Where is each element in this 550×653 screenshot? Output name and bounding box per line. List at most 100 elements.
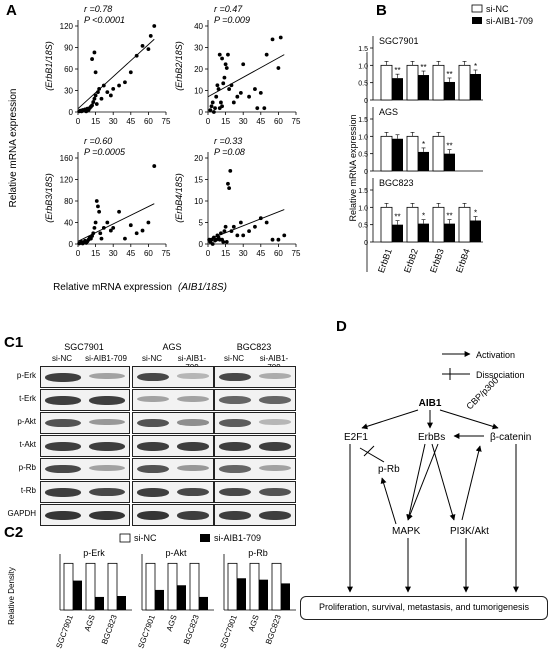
category-label: ErbB2	[402, 247, 420, 274]
x-tick-label: 0	[76, 117, 81, 126]
blot-band	[177, 442, 209, 451]
x-tick-label: 75	[162, 117, 171, 126]
c2-category-label: SGC7901	[54, 613, 75, 650]
blot-cell-line-AGS: AGS	[162, 342, 182, 352]
blot-band	[259, 419, 291, 425]
blot-AGS-GAPDH	[132, 504, 214, 526]
scatter-point	[128, 70, 133, 75]
blot-protein-label: p-Rb	[18, 463, 36, 472]
scatter-point	[140, 43, 145, 48]
y-tick-label: 90	[64, 44, 73, 53]
y-tick-label: 1.5	[358, 117, 368, 124]
scatter-erbb1: 0 30 60 90 120 0 15 30 45 60 75 (ErbB1/18S) r =0.78P…	[44, 4, 171, 126]
y-tick-label: 0.5	[358, 152, 368, 159]
panel-letter-d: D	[336, 318, 347, 335]
scatter-point	[209, 104, 214, 109]
blot-band	[177, 396, 209, 402]
scatter-point	[238, 220, 243, 225]
y-tick-label: 10	[194, 197, 203, 206]
blot-band	[219, 419, 251, 427]
blot-band	[219, 442, 251, 451]
node-prb: p-Rb	[378, 464, 400, 475]
y-tick-label: 0	[364, 98, 368, 105]
scatter-erbb4: 0 5 10 15 20 0 15 30 45 60 75 (ErbB4/18S) r =0.33P =…	[174, 136, 301, 258]
panel-a-x-title: Relative mRNA expression (AIB1/18S)	[53, 282, 227, 293]
blot-band	[259, 373, 291, 379]
c2-category-label: AGS	[247, 614, 261, 633]
blot-condition-label: si-NC	[224, 354, 244, 363]
blot-band	[89, 373, 125, 379]
scatter-point	[258, 90, 263, 95]
blot-band	[177, 373, 209, 379]
scatter-point	[270, 37, 275, 42]
blot-AGS-t-Erk	[132, 389, 214, 411]
bar-panel-title: BGC823	[379, 178, 414, 188]
blot-AGS-p-Akt	[132, 412, 214, 434]
blot-band	[219, 396, 251, 404]
scatter-point	[231, 100, 236, 105]
panel-c1-blots: SGC7901si-NCsi-AIB1-709AGSsi-NCsi-AIB1-7…	[0, 342, 330, 526]
x-tick-label: 60	[274, 117, 283, 126]
blot-protein-label: p-Akt	[17, 417, 36, 426]
y-tick-label: 20	[194, 154, 203, 163]
c2-group-title: p-Akt	[165, 548, 187, 558]
category-label: ErbB1	[376, 247, 394, 274]
scatter-point	[255, 106, 260, 111]
blot-band	[177, 419, 209, 426]
y-tick-label: 30	[194, 44, 203, 53]
scatter-point	[92, 225, 97, 230]
significance-mark: **	[394, 213, 400, 222]
bar-si-nc	[458, 64, 471, 101]
scatter-point	[247, 94, 251, 99]
blot-band	[219, 465, 251, 473]
y-tick-label: 0	[69, 240, 74, 249]
scatter-point	[278, 35, 283, 40]
y-tick-label: 1.0	[358, 205, 368, 212]
blot-SGC7901-GAPDH	[40, 504, 130, 526]
panel-letter-a: A	[6, 2, 17, 19]
node-aib1: AIB1	[419, 398, 442, 409]
bar-si-nc	[380, 64, 393, 101]
blot-band	[89, 488, 125, 497]
blot-band	[259, 396, 291, 404]
x-tick-label: 30	[239, 249, 248, 258]
bar-si-nc	[406, 64, 419, 101]
scatter-point	[224, 239, 229, 244]
blot-band	[137, 396, 169, 402]
scatter-point	[101, 225, 106, 230]
y-tick-label: 120	[60, 176, 74, 185]
significance-mark: **	[420, 63, 426, 72]
bar-panel-title: AGS	[379, 107, 398, 117]
blot-band	[219, 488, 251, 497]
scatter-point	[140, 228, 145, 233]
bar-si-aib1	[392, 224, 403, 242]
scatter-point	[216, 87, 221, 91]
scatter-point	[208, 108, 213, 112]
blot-band	[137, 442, 169, 451]
blot-BGC823-p-Akt	[214, 412, 296, 434]
scatter-point	[226, 181, 230, 186]
c2-bar-si-nc	[145, 562, 156, 611]
significance-mark: **	[446, 70, 452, 79]
c2-group-p-Erk: p-Erk SGC7901 AGS BGC823	[54, 548, 132, 650]
blot-cell-line-BGC823: BGC823	[236, 342, 272, 352]
blot-band	[177, 511, 209, 520]
c2-category-label: SGC7901	[218, 613, 239, 650]
c2-category-label: BGC823	[182, 613, 201, 645]
label-cbp-p300: CBP/p300	[464, 375, 500, 411]
scatter-point	[241, 62, 246, 67]
node-catenin: β-catenin	[490, 432, 531, 443]
panel-c2-bars: si-NC si-AIB1-709 Relative Density p-Erk…	[7, 533, 296, 650]
c2-bar-si-aib1	[155, 589, 164, 610]
x-tick-label: 75	[292, 117, 301, 126]
category-label: ErbB4	[454, 247, 472, 274]
bar-si-aib1	[418, 223, 429, 242]
bar-si-nc	[380, 135, 393, 172]
scatter-point	[210, 242, 215, 246]
blot-band	[45, 396, 81, 405]
scatter-point	[90, 103, 94, 108]
scatter-point	[262, 106, 267, 111]
c2-bar-si-aib1	[95, 596, 104, 610]
scatter-point	[93, 70, 98, 75]
